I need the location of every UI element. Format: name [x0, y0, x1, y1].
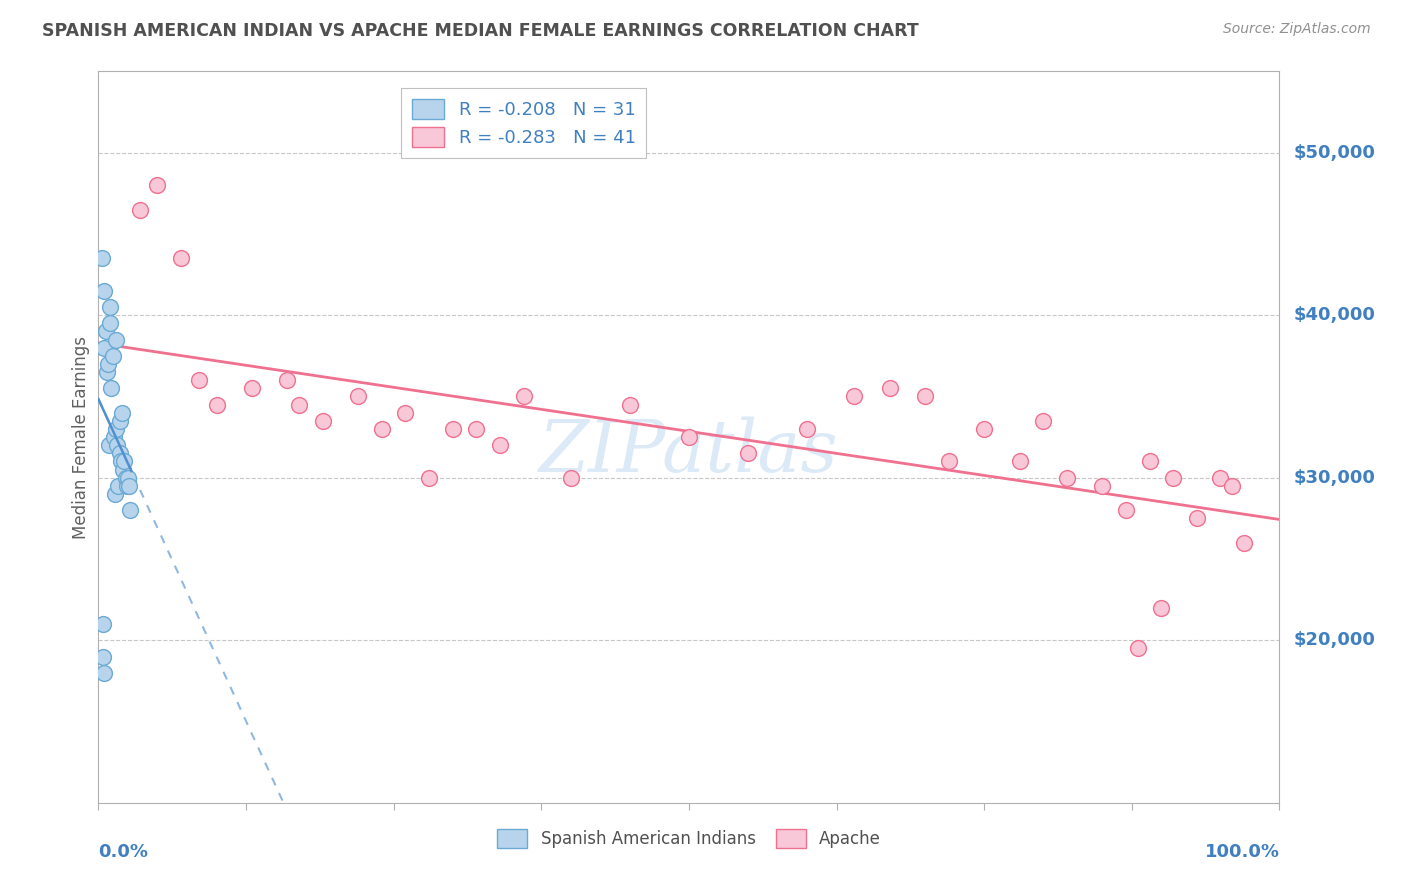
- Text: $30,000: $30,000: [1294, 468, 1375, 487]
- Point: [110, 454, 132, 468]
- Text: Source: ZipAtlas.com: Source: ZipAtlas.com: [1223, 22, 1371, 37]
- Point: [103, 430, 125, 444]
- Point: [737, 446, 759, 460]
- Point: [98, 438, 121, 452]
- Y-axis label: Median Female Earnings: Median Female Earnings: [72, 335, 90, 539]
- Text: 100.0%: 100.0%: [1205, 843, 1279, 861]
- Point: [973, 422, 995, 436]
- Point: [91, 252, 114, 266]
- Legend: Spanish American Indians, Apache: Spanish American Indians, Apache: [489, 821, 889, 856]
- Point: [105, 422, 128, 436]
- Point: [114, 471, 136, 485]
- Point: [120, 503, 142, 517]
- Point: [240, 381, 263, 395]
- Point: [1233, 535, 1256, 549]
- Point: [117, 471, 139, 485]
- Point: [118, 479, 141, 493]
- Point: [97, 357, 120, 371]
- Point: [914, 389, 936, 403]
- Point: [1032, 414, 1054, 428]
- Point: [1008, 454, 1031, 468]
- Point: [441, 422, 464, 436]
- Point: [205, 398, 228, 412]
- Point: [94, 325, 117, 339]
- Point: [98, 300, 121, 314]
- Point: [170, 252, 193, 266]
- Point: [93, 665, 115, 680]
- Point: [418, 471, 440, 485]
- Point: [104, 487, 127, 501]
- Point: [489, 438, 512, 452]
- Point: [115, 479, 138, 493]
- Point: [146, 178, 169, 193]
- Point: [108, 446, 131, 460]
- Point: [678, 430, 700, 444]
- Text: $50,000: $50,000: [1294, 144, 1375, 161]
- Point: [105, 438, 128, 452]
- Point: [371, 422, 394, 436]
- Point: [288, 398, 311, 412]
- Point: [96, 365, 118, 379]
- Point: [98, 316, 121, 330]
- Point: [844, 389, 866, 403]
- Point: [101, 349, 124, 363]
- Point: [938, 454, 960, 468]
- Point: [91, 617, 114, 632]
- Point: [105, 438, 128, 452]
- Point: [105, 333, 128, 347]
- Point: [108, 414, 131, 428]
- Point: [1209, 471, 1232, 485]
- Text: 0.0%: 0.0%: [98, 843, 149, 861]
- Point: [796, 422, 818, 436]
- Point: [347, 389, 370, 403]
- Text: $20,000: $20,000: [1294, 632, 1375, 649]
- Point: [1115, 503, 1137, 517]
- Point: [1161, 471, 1184, 485]
- Point: [1091, 479, 1114, 493]
- Point: [128, 202, 150, 217]
- Point: [879, 381, 901, 395]
- Point: [107, 479, 129, 493]
- Point: [100, 381, 122, 395]
- Point: [465, 422, 488, 436]
- Point: [276, 373, 298, 387]
- Point: [1150, 600, 1173, 615]
- Point: [187, 373, 209, 387]
- Point: [91, 649, 114, 664]
- Text: ZIPatlas: ZIPatlas: [538, 417, 839, 487]
- Text: $40,000: $40,000: [1294, 306, 1375, 324]
- Point: [512, 389, 534, 403]
- Point: [93, 284, 115, 298]
- Point: [112, 462, 135, 476]
- Point: [394, 406, 416, 420]
- Text: SPANISH AMERICAN INDIAN VS APACHE MEDIAN FEMALE EARNINGS CORRELATION CHART: SPANISH AMERICAN INDIAN VS APACHE MEDIAN…: [42, 22, 920, 40]
- Point: [1056, 471, 1078, 485]
- Point: [312, 414, 335, 428]
- Point: [112, 454, 135, 468]
- Point: [1185, 511, 1208, 525]
- Point: [111, 406, 134, 420]
- Point: [1139, 454, 1161, 468]
- Point: [93, 341, 115, 355]
- Point: [1220, 479, 1243, 493]
- Point: [619, 398, 641, 412]
- Point: [1126, 641, 1149, 656]
- Point: [560, 471, 582, 485]
